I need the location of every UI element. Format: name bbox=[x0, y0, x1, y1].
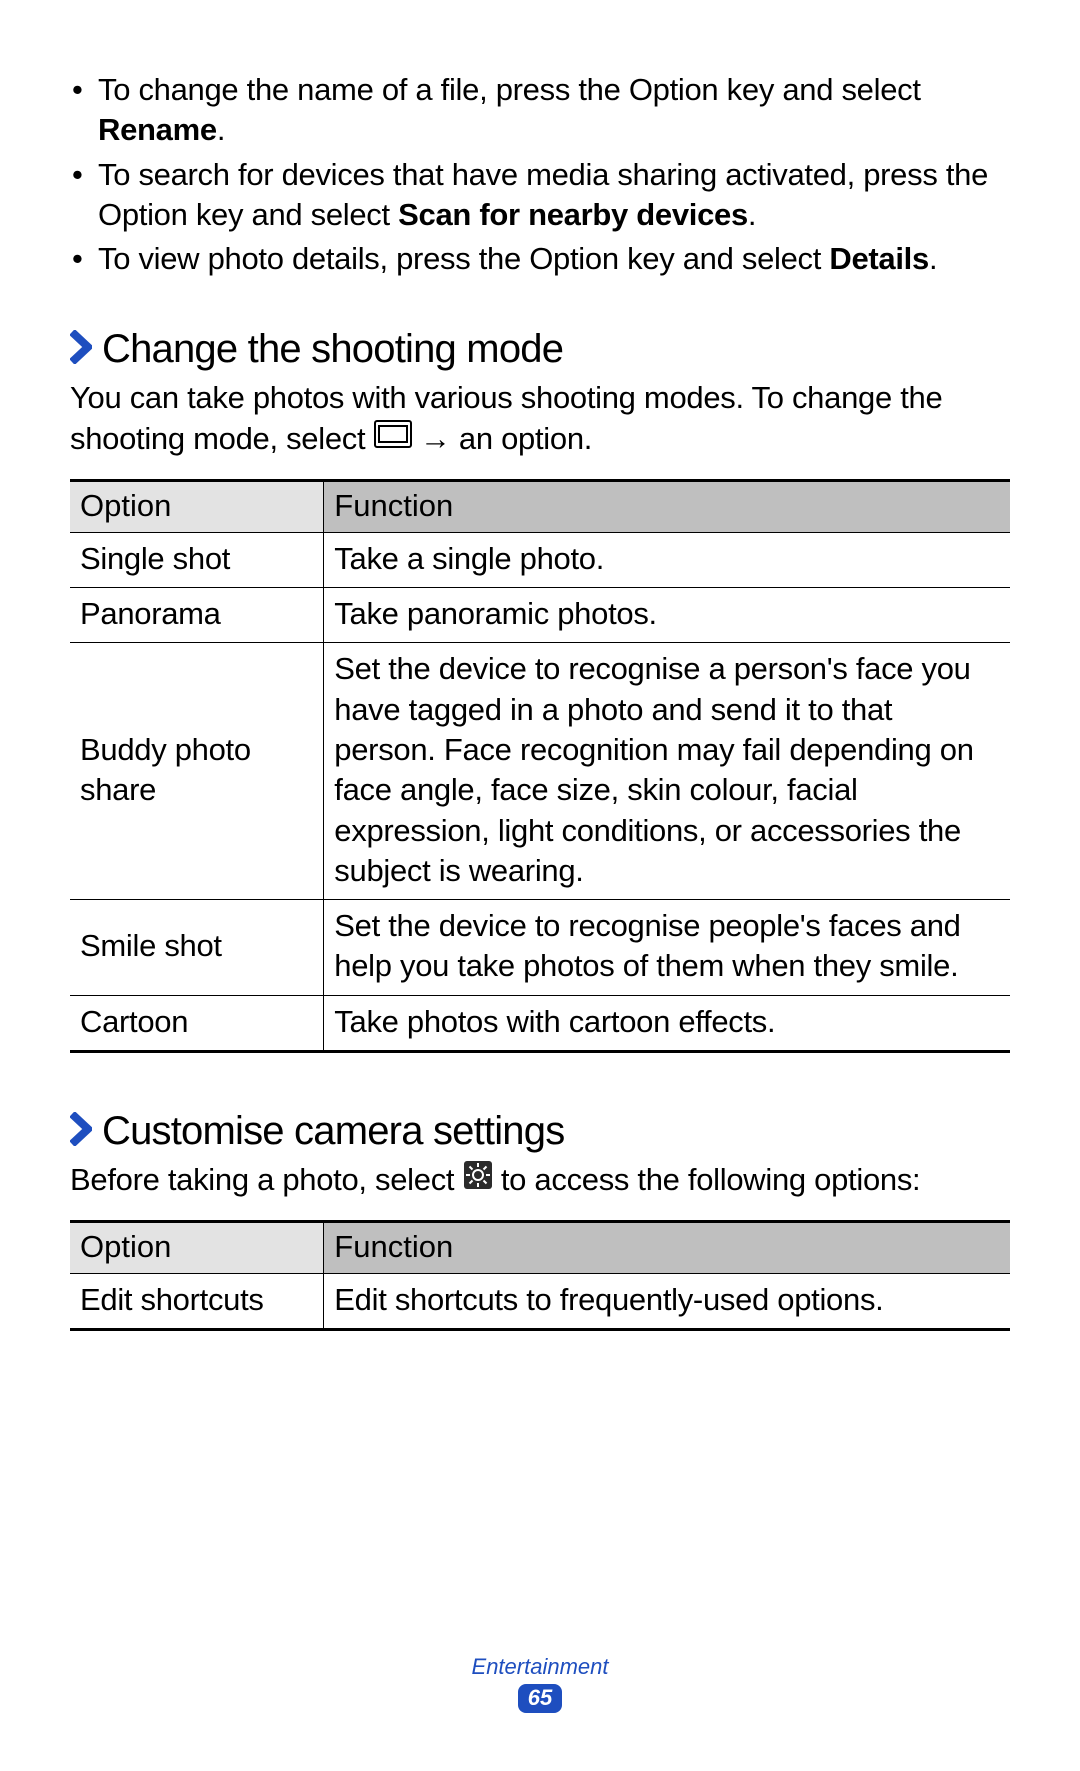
shooting-mode-table: Option Function Single shot Take a singl… bbox=[70, 479, 1010, 1053]
table-row: Edit shortcuts Edit shortcuts to frequen… bbox=[70, 1273, 1010, 1329]
bullet-bold: Scan for nearby devices bbox=[398, 197, 748, 232]
camera-settings-table: Option Function Edit shortcuts Edit shor… bbox=[70, 1220, 1010, 1331]
cell-function: Take a single photo. bbox=[324, 532, 1010, 587]
intro-text-before: Before taking a photo, select bbox=[70, 1162, 463, 1197]
heading-text: Customise camera settings bbox=[102, 1109, 564, 1154]
table-row: Panorama Take panoramic photos. bbox=[70, 588, 1010, 643]
section-heading-camera-settings: Customise camera settings bbox=[70, 1109, 1010, 1154]
table-header-option: Option bbox=[70, 1221, 324, 1273]
cell-function: Edit shortcuts to frequently-used option… bbox=[324, 1273, 1010, 1329]
intro-text-after: to access the following options: bbox=[493, 1162, 921, 1197]
table-header-function: Function bbox=[324, 480, 1010, 532]
cell-option: Edit shortcuts bbox=[70, 1273, 324, 1329]
bullet-text-after: . bbox=[748, 197, 756, 232]
section-heading-shooting-mode: Change the shooting mode bbox=[70, 327, 1010, 372]
bullet-text: To view photo details, press the Option … bbox=[98, 241, 829, 276]
chevron-icon bbox=[70, 1112, 92, 1146]
table-header-option: Option bbox=[70, 480, 324, 532]
cell-function: Set the device to recognise people's fac… bbox=[324, 900, 1010, 996]
intro-shooting-mode: You can take photos with various shootin… bbox=[70, 378, 1010, 460]
intro-text-after: → an option. bbox=[412, 421, 593, 456]
table-row: Cartoon Take photos with cartoon effects… bbox=[70, 995, 1010, 1051]
cell-option: Panorama bbox=[70, 588, 324, 643]
bullet-bold: Rename bbox=[98, 112, 217, 147]
settings-icon bbox=[463, 1160, 493, 1200]
footer-section-label: Entertainment bbox=[0, 1654, 1080, 1680]
table-row: Buddy photo share Set the device to reco… bbox=[70, 643, 1010, 900]
intro-camera-settings: Before taking a photo, select to access … bbox=[70, 1160, 1010, 1202]
cell-function: Take panoramic photos. bbox=[324, 588, 1010, 643]
heading-text: Change the shooting mode bbox=[102, 327, 563, 372]
bullet-text-after: . bbox=[929, 241, 937, 276]
table-row: Smile shot Set the device to recognise p… bbox=[70, 900, 1010, 996]
bullet-bold: Details bbox=[829, 241, 929, 276]
cell-function: Set the device to recognise a person's f… bbox=[324, 643, 1010, 900]
bullet-list: To change the name of a file, press the … bbox=[70, 70, 1010, 279]
page-number-badge: 65 bbox=[518, 1684, 562, 1713]
bullet-text-after: . bbox=[217, 112, 225, 147]
cell-function: Take photos with cartoon effects. bbox=[324, 995, 1010, 1051]
page-content: To change the name of a file, press the … bbox=[0, 0, 1080, 1331]
bullet-item: To view photo details, press the Option … bbox=[70, 239, 1010, 279]
table-header-function: Function bbox=[324, 1221, 1010, 1273]
page-footer: Entertainment 65 bbox=[0, 1654, 1080, 1713]
cell-option: Single shot bbox=[70, 532, 324, 587]
bullet-item: To search for devices that have media sh… bbox=[70, 155, 1010, 236]
cell-option: Smile shot bbox=[70, 900, 324, 996]
cell-option: Cartoon bbox=[70, 995, 324, 1051]
table-row: Single shot Take a single photo. bbox=[70, 532, 1010, 587]
bullet-item: To change the name of a file, press the … bbox=[70, 70, 1010, 151]
chevron-icon bbox=[70, 330, 92, 364]
cell-option: Buddy photo share bbox=[70, 643, 324, 900]
bullet-text: To change the name of a file, press the … bbox=[98, 72, 921, 107]
mode-icon bbox=[374, 418, 412, 458]
